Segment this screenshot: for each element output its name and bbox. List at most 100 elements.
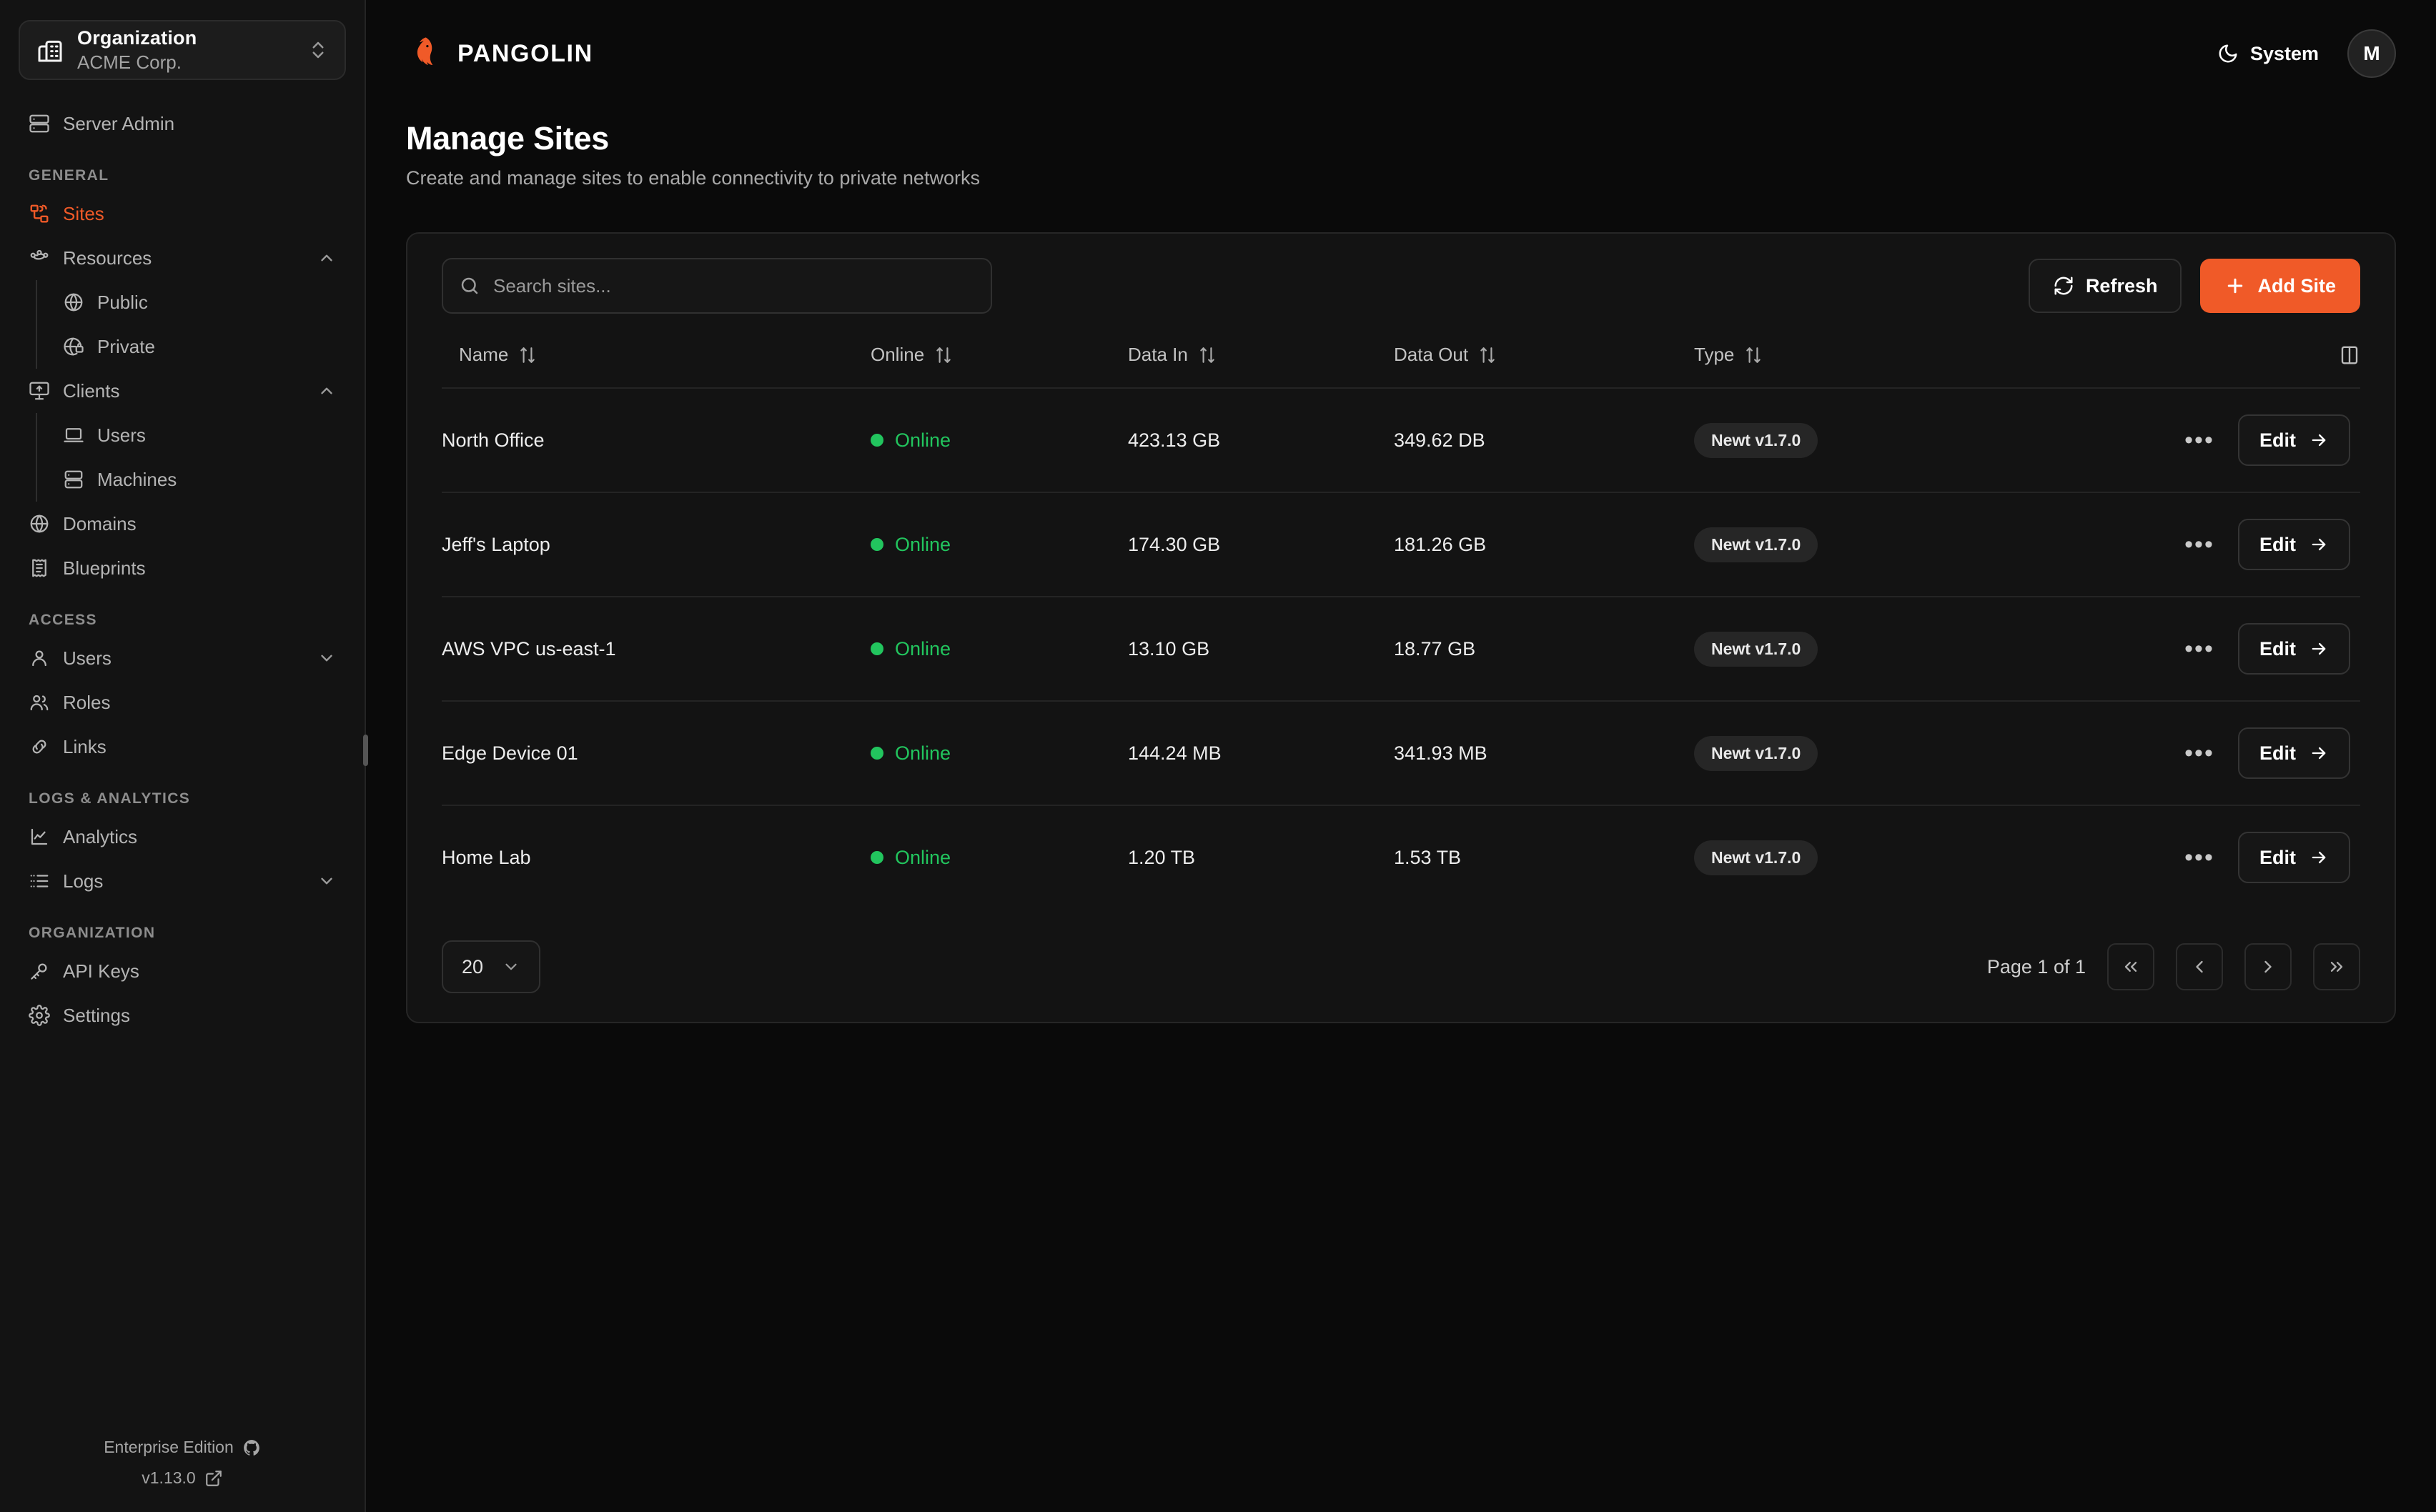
avatar-initial: M (2363, 42, 2380, 64)
status-dot-icon (871, 747, 883, 760)
cell-type: Newt v1.7.0 (1694, 387, 2066, 492)
avatar[interactable]: M (2347, 29, 2396, 78)
sidebar-item-settings[interactable]: Settings (19, 993, 346, 1038)
edit-button[interactable]: Edit (2238, 414, 2350, 466)
row-menu-button[interactable]: ••• (2184, 635, 2214, 662)
org-switcher[interactable]: Organization ACME Corp. (19, 20, 346, 80)
edit-button[interactable]: Edit (2238, 623, 2350, 675)
cell-actions: ••• Edit (2066, 700, 2360, 805)
add-site-label: Add Site (2257, 274, 2336, 297)
brand-logo[interactable]: PANGOLIN (406, 35, 593, 72)
pagination-controls: Page 1 of 1 (1987, 943, 2360, 990)
sidebar-item-machines[interactable]: Machines (53, 457, 346, 502)
column-header-online[interactable]: Online (871, 344, 1128, 388)
row-menu-button[interactable]: ••• (2184, 740, 2214, 767)
version-label: v1.13.0 (142, 1468, 196, 1487)
column-header-type[interactable]: Type (1694, 344, 2066, 388)
column-header-data-in[interactable]: Data In (1128, 344, 1394, 388)
sidebar-item-server-admin[interactable]: Server Admin (19, 101, 346, 146)
sidebar-item-private[interactable]: Private (53, 324, 346, 369)
column-header-name[interactable]: Name (442, 344, 871, 388)
globe-icon (29, 513, 50, 534)
sidebar-item-analytics[interactable]: Analytics (19, 815, 346, 859)
previous-page-button[interactable] (2176, 943, 2223, 990)
table-row[interactable]: Home Lab Online 1.20 TB 1.53 TB Newt v1.… (442, 805, 2360, 909)
cell-online: Online (871, 387, 1128, 492)
row-menu-button[interactable]: ••• (2184, 531, 2214, 558)
users-icon (29, 692, 50, 713)
sort-icon (934, 346, 953, 364)
column-label: Data Out (1394, 344, 1469, 365)
sidebar-section-organization: ORGANIZATION (29, 925, 156, 941)
add-site-button[interactable]: Add Site (2200, 259, 2360, 313)
sidebar-item-public[interactable]: Public (53, 280, 346, 324)
sidebar-nav: Server Admin GENERAL Sites (0, 80, 365, 1438)
cell-name: Home Lab (442, 805, 871, 909)
sort-icon (1478, 346, 1497, 364)
sidebar-item-sites[interactable]: Sites (19, 192, 346, 236)
sidebar-item-roles[interactable]: Roles (19, 680, 346, 725)
sidebar-item-domains[interactable]: Domains (19, 502, 346, 546)
cell-data-out: 1.53 TB (1394, 805, 1694, 909)
chevron-up-icon (317, 249, 336, 267)
page-size-select[interactable]: 20 (442, 940, 541, 993)
github-icon (242, 1438, 261, 1457)
edit-button[interactable]: Edit (2238, 832, 2350, 883)
cell-name: North Office (442, 387, 871, 492)
globe-icon (63, 292, 84, 313)
table-footer: 20 Page 1 of 1 (442, 940, 2360, 993)
cell-name: Jeff's Laptop (442, 492, 871, 597)
edit-button[interactable]: Edit (2238, 519, 2350, 570)
sidebar-item-label: Public (97, 291, 148, 313)
search-input[interactable] (442, 258, 992, 314)
chevron-up-icon (317, 382, 336, 400)
next-page-button[interactable] (2244, 943, 2292, 990)
column-header-actions (2066, 344, 2360, 388)
sort-icon (1198, 346, 1217, 364)
sidebar-item-links[interactable]: Links (19, 725, 346, 769)
cell-online: Online (871, 700, 1128, 805)
column-label: Name (459, 344, 509, 365)
theme-toggle[interactable]: System (2217, 43, 2319, 65)
top-bar-actions: System M (2217, 29, 2396, 78)
refresh-button[interactable]: Refresh (2028, 259, 2182, 313)
gear-icon (29, 1005, 50, 1026)
column-header-data-out[interactable]: Data Out (1394, 344, 1694, 388)
table-row[interactable]: Jeff's Laptop Online 174.30 GB 181.26 GB… (442, 492, 2360, 597)
version-link[interactable]: v1.13.0 (142, 1468, 222, 1488)
panel-toggle-icon[interactable] (2339, 344, 2360, 366)
sidebar-item-label: Analytics (63, 825, 138, 847)
table-row[interactable]: North Office Online 423.13 GB 349.62 DB … (442, 387, 2360, 492)
cell-data-in: 144.24 MB (1128, 700, 1394, 805)
sidebar-item-clients[interactable]: Clients (19, 369, 346, 413)
edition-link[interactable]: Enterprise Edition (104, 1438, 261, 1457)
first-page-button[interactable] (2107, 943, 2154, 990)
row-menu-button[interactable]: ••• (2184, 427, 2214, 454)
sidebar-item-users[interactable]: Users (19, 636, 346, 680)
edit-label: Edit (2259, 846, 2296, 868)
sidebar-item-label: Logs (63, 870, 104, 892)
search-wrapper (442, 258, 992, 314)
status-label: Online (895, 846, 951, 868)
last-page-button[interactable] (2313, 943, 2360, 990)
table-row[interactable]: AWS VPC us-east-1 Online 13.10 GB 18.77 … (442, 596, 2360, 701)
table-row[interactable]: Edge Device 01 Online 144.24 MB 341.93 M… (442, 700, 2360, 805)
cell-type: Newt v1.7.0 (1694, 805, 2066, 909)
status-label: Online (895, 742, 951, 764)
sidebar-section-logs-analytics: LOGS & ANALYTICS (29, 790, 191, 807)
cell-data-out: 341.93 MB (1394, 700, 1694, 805)
arrow-right-icon (2309, 743, 2329, 763)
sidebar-item-resources[interactable]: Resources (19, 236, 346, 280)
edit-button[interactable]: Edit (2238, 727, 2350, 779)
sidebar-item-clients-users[interactable]: Users (53, 413, 346, 457)
sidebar-item-label: Users (63, 647, 112, 669)
sidebar-item-blueprints[interactable]: Blueprints (19, 546, 346, 590)
sidebar-item-logs[interactable]: Logs (19, 859, 346, 903)
main-content: PANGOLIN System M Manage Sites Creat (366, 0, 2436, 1512)
sidebar-resize-handle[interactable] (363, 735, 368, 766)
refresh-icon (2053, 275, 2074, 297)
arrow-right-icon (2309, 847, 2329, 867)
sidebar-subgroup-clients: Users Machines (36, 413, 346, 502)
row-menu-button[interactable]: ••• (2184, 844, 2214, 871)
sidebar-item-api-keys[interactable]: API Keys (19, 949, 346, 993)
